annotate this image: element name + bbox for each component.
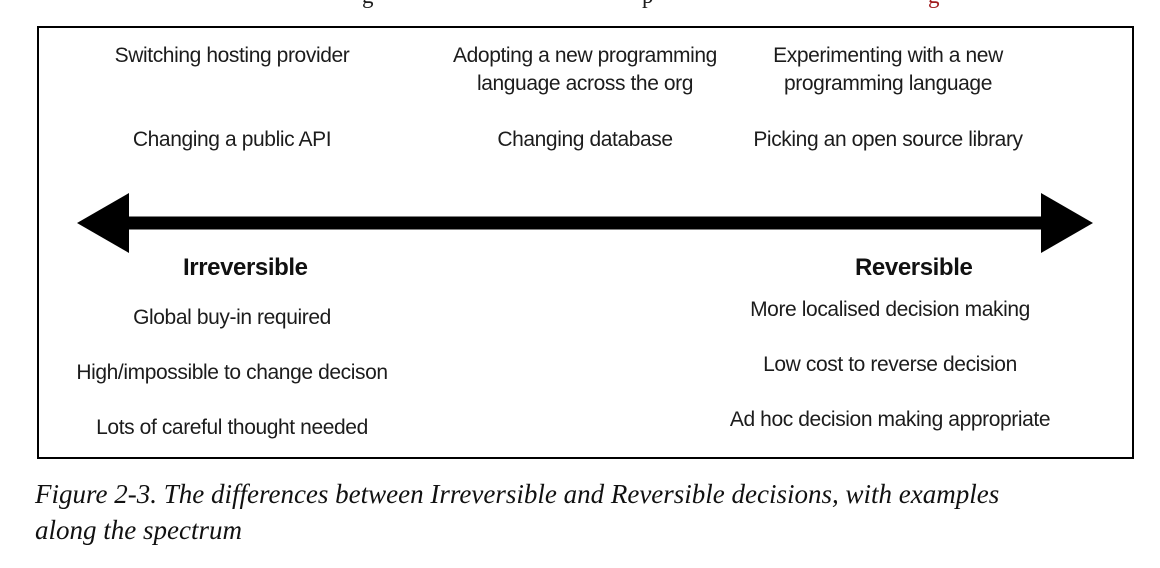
figure-frame [37,26,1134,459]
reversible-trait-2: Low cost to reverse decision [763,353,1017,376]
example-reversible-2: Picking an open source library [753,128,1023,151]
arrowhead-left [77,193,129,253]
figure-caption-line-1: Figure 2-3. The differences between Irre… [35,479,1000,509]
spectrum-arrow [77,193,1093,253]
figure-caption: Figure 2-3. The differences between Irre… [35,476,1150,548]
irreversible-trait-2: High/impossible to change decison [76,361,388,384]
arrowhead-right [1041,193,1093,253]
example-middle-1: Adopting a new programming language acro… [453,44,717,95]
example-reversible-1: Experimenting with a new programming lan… [773,44,1003,95]
cropped-text-line: g p g [0,0,1160,9]
reversible-trait-1: More localised decision making [750,298,1030,321]
descender-fragment: p [642,0,654,9]
irreversible-trait-1: Global buy-in required [133,306,331,329]
reversible-trait-3: Ad hoc decision making appropriate [729,408,1051,431]
descender-fragment: g [362,0,374,9]
example-irreversible-1: Switching hosting provider [114,44,350,67]
figure-caption-line-2: along the spectrum [35,515,242,545]
label-reversible: Reversible [855,254,973,281]
label-irreversible: Irreversible [183,254,308,281]
example-irreversible-2: Changing a public API [132,128,332,151]
irreversible-trait-3: Lots of careful thought needed [96,416,368,439]
example-middle-2: Changing database [497,128,673,151]
descender-fragment-link: g [928,0,940,9]
